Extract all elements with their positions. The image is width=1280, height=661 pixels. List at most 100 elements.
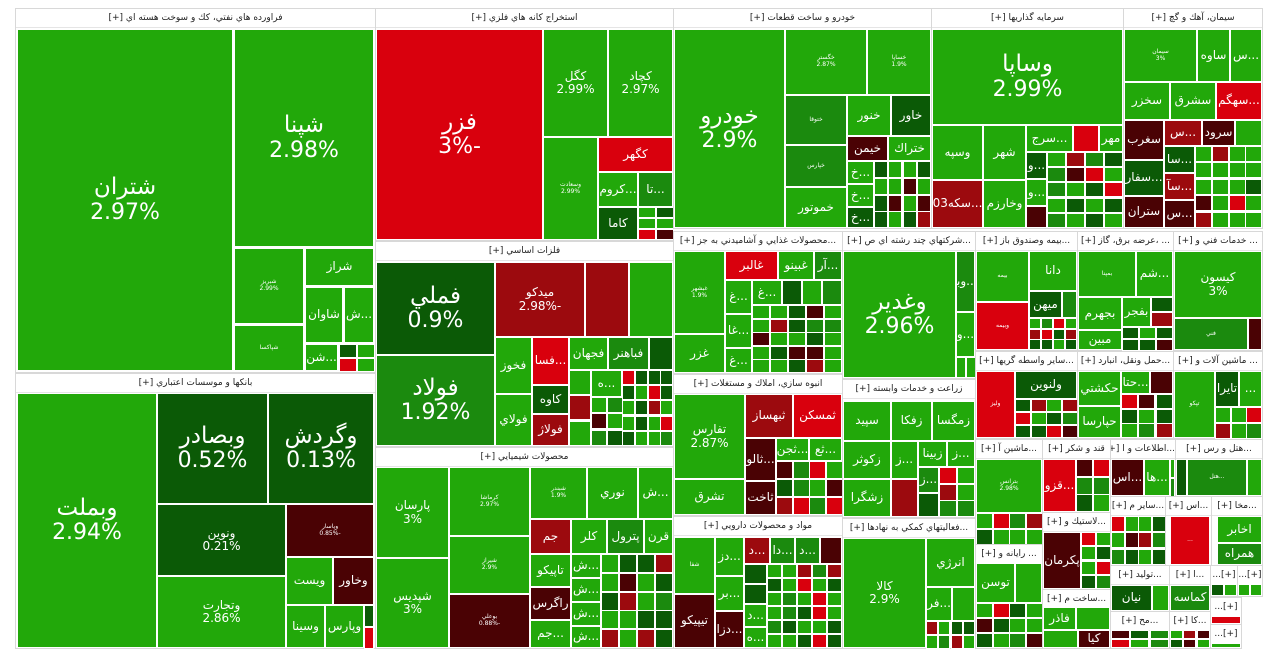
sector-header[interactable]: ...كا [+] — [1170, 612, 1210, 631]
stock-tile-small[interactable] — [966, 357, 976, 378]
stock-tile-small[interactable] — [585, 262, 629, 337]
stock-tile-small[interactable] — [364, 605, 374, 627]
stock-tile-small[interactable] — [1085, 213, 1104, 228]
stock-tile-small[interactable] — [1121, 423, 1138, 438]
stock-tile-small[interactable] — [957, 467, 975, 484]
stock-tile-small[interactable] — [637, 554, 655, 573]
stock-tile-small[interactable] — [1009, 633, 1026, 648]
stock-tile-small[interactable] — [607, 397, 623, 413]
stock-tile-small[interactable] — [812, 592, 827, 606]
stock-tile[interactable]: خموتور — [785, 187, 847, 228]
stock-tile[interactable]: خاور — [891, 95, 931, 136]
stock-tile-small[interactable] — [1076, 607, 1110, 630]
stock-tile-small[interactable] — [809, 461, 826, 479]
stock-tile-small[interactable] — [1015, 399, 1031, 412]
stock-tile-small[interactable] — [797, 606, 812, 620]
stock-tile-small[interactable] — [1096, 575, 1111, 589]
stock-tile-small[interactable] — [812, 564, 827, 578]
stock-tile-small[interactable] — [1152, 516, 1166, 532]
stock-tile[interactable]: تفارس 2.87% — [674, 394, 745, 479]
stock-tile-small[interactable] — [629, 262, 673, 337]
stock-tile-small[interactable] — [1138, 516, 1152, 532]
stock-tile-small[interactable] — [637, 629, 655, 648]
stock-tile-small[interactable] — [601, 592, 619, 611]
stock-tile-small[interactable] — [1009, 529, 1026, 545]
stock-tile-small[interactable] — [1195, 212, 1212, 228]
stock-tile-small[interactable] — [1009, 603, 1026, 618]
stock-tile-small[interactable] — [826, 461, 843, 479]
stock-tile[interactable]: كاوه — [532, 385, 569, 414]
stock-tile-small[interactable] — [1015, 425, 1031, 438]
stock-tile[interactable]: وتجارت 2.86% — [157, 576, 286, 648]
stock-tile[interactable]: ...سكه03 — [932, 180, 983, 228]
stock-tile[interactable]: وسپه — [932, 125, 983, 180]
stock-tile[interactable]: ستران — [1124, 196, 1164, 228]
stock-tile-small[interactable] — [788, 346, 806, 360]
stock-tile-small[interactable] — [656, 218, 674, 229]
stock-tile-small[interactable] — [776, 479, 793, 497]
sector-header[interactable]: ...هتل و رس [+] — [1176, 440, 1262, 459]
stock-tile[interactable]: فزر -3% — [376, 29, 543, 240]
stock-tile[interactable]: ساوه — [1197, 29, 1230, 82]
stock-tile-small[interactable] — [1026, 618, 1043, 633]
stock-tile-small[interactable] — [1212, 195, 1229, 211]
stock-tile-small[interactable] — [1096, 561, 1111, 575]
stock-tile[interactable]: سيمان 3% — [1124, 29, 1197, 82]
stock-tile[interactable]: پكرمان — [1043, 532, 1081, 589]
stock-tile[interactable]: ...ش — [571, 554, 601, 578]
stock-tile[interactable]: ... — [1170, 516, 1210, 565]
stock-tile-small[interactable] — [874, 211, 888, 228]
stock-tile[interactable]: وپاسار -0.85% — [286, 504, 374, 557]
stock-tile-small[interactable] — [939, 500, 957, 517]
stock-tile[interactable]: بجهرم — [1078, 297, 1122, 330]
stock-tile[interactable]: ...غ — [725, 348, 752, 373]
stock-tile-small[interactable] — [767, 634, 782, 648]
stock-tile-small[interactable] — [874, 161, 888, 178]
stock-tile-small[interactable] — [1026, 633, 1043, 648]
stock-tile-small[interactable] — [1046, 399, 1062, 412]
stock-tile-small[interactable] — [797, 564, 812, 578]
stock-tile-small[interactable] — [806, 332, 824, 346]
stock-tile-small[interactable] — [635, 385, 648, 400]
stock-tile-small[interactable] — [993, 618, 1010, 633]
stock-tile[interactable]: ...غ — [752, 280, 782, 305]
sector-header[interactable]: ...فعاليتهاي كمكي به نهادها [+] — [843, 519, 975, 538]
stock-tile-small[interactable] — [1212, 212, 1229, 228]
stock-tile[interactable]: فولاژ — [532, 414, 569, 446]
stock-tile-small[interactable] — [569, 395, 591, 420]
stock-tile-small[interactable] — [809, 479, 826, 497]
stock-tile[interactable]: ...شن — [305, 344, 338, 371]
stock-tile-small[interactable] — [770, 332, 788, 346]
stock-tile-small[interactable] — [1029, 318, 1041, 329]
stock-tile-small[interactable] — [752, 305, 770, 319]
stock-tile-small[interactable] — [888, 161, 902, 178]
stock-tile[interactable]: سرود — [1202, 120, 1235, 146]
stock-tile-small[interactable] — [1026, 513, 1043, 529]
stock-tile-small[interactable] — [788, 332, 806, 346]
stock-tile-small[interactable] — [1212, 162, 1229, 178]
stock-tile[interactable]: ...دز — [715, 537, 744, 576]
stock-tile[interactable]: خنور — [847, 95, 891, 136]
stock-tile[interactable]: راگرس — [530, 587, 571, 620]
stock-tile[interactable]: شفا — [674, 537, 715, 594]
stock-tile-small[interactable] — [993, 529, 1010, 545]
stock-tile-small[interactable] — [635, 416, 648, 431]
stock-tile-small[interactable] — [956, 357, 966, 378]
stock-tile-small[interactable] — [1041, 318, 1053, 329]
stock-tile-small[interactable] — [1085, 182, 1104, 197]
stock-tile[interactable]: سخزر — [1124, 82, 1170, 120]
stock-tile-small[interactable] — [339, 358, 357, 372]
stock-tile-small[interactable] — [797, 634, 812, 648]
stock-tile[interactable]: خپارس — [785, 145, 847, 187]
stock-tile[interactable]: ...ثالو — [745, 438, 776, 481]
stock-tile-small[interactable] — [619, 554, 637, 573]
stock-tile-small[interactable] — [619, 573, 637, 592]
stock-tile-small[interactable] — [827, 578, 842, 592]
stock-tile-small[interactable] — [820, 537, 842, 564]
stock-tile-small[interactable] — [976, 603, 993, 618]
stock-tile-small[interactable] — [776, 497, 793, 515]
stock-tile-small[interactable] — [656, 207, 674, 218]
stock-tile-small[interactable] — [1212, 146, 1229, 162]
stock-tile-small[interactable] — [1138, 423, 1155, 438]
stock-tile[interactable]: ثاخت — [745, 481, 776, 515]
